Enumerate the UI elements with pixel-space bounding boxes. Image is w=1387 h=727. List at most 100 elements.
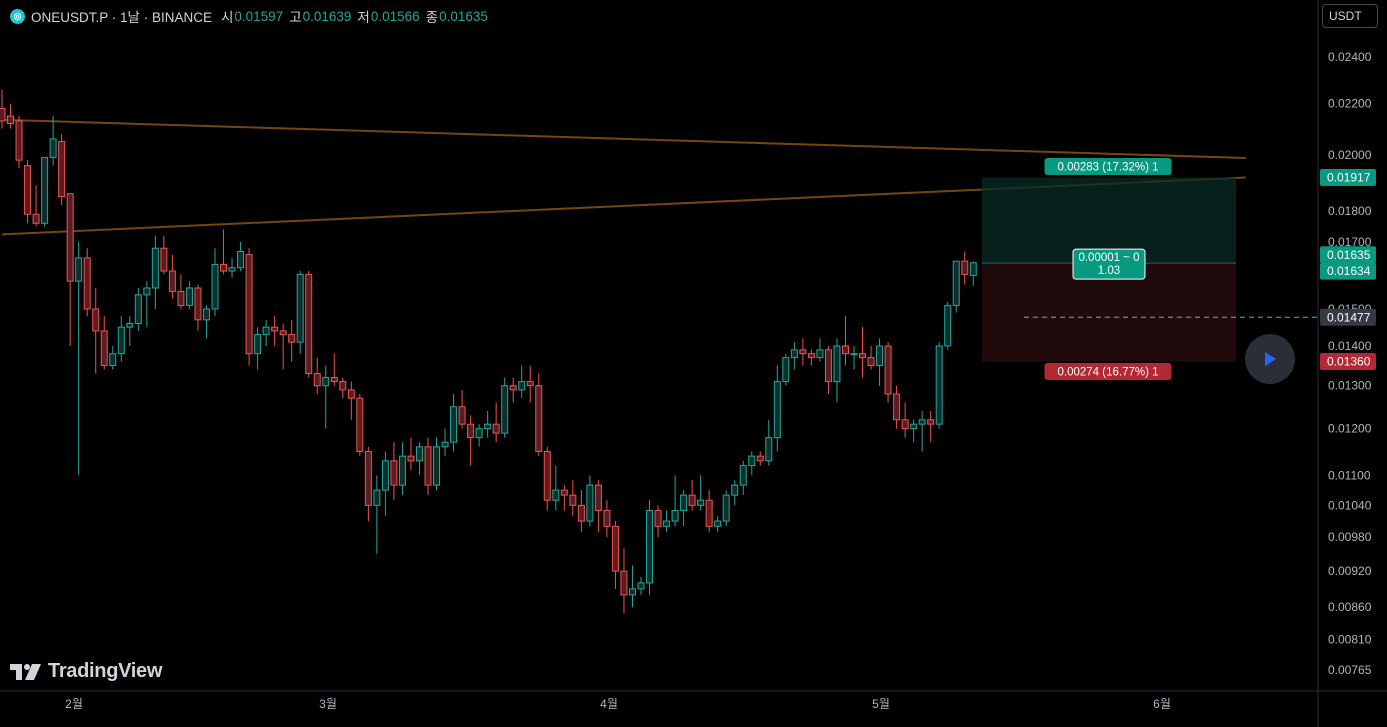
candle[interactable]: [893, 385, 901, 429]
candle[interactable]: [75, 241, 83, 476]
candle[interactable]: [586, 475, 594, 527]
candle[interactable]: [100, 316, 108, 370]
candle[interactable]: [7, 103, 15, 129]
candle[interactable]: [347, 381, 355, 420]
replay-play-button[interactable]: [1245, 334, 1295, 384]
candle[interactable]: [220, 229, 228, 275]
candle[interactable]: [254, 327, 262, 370]
candle[interactable]: [398, 442, 406, 496]
candle[interactable]: [415, 442, 423, 476]
candle[interactable]: [211, 248, 219, 317]
candle[interactable]: [228, 257, 236, 278]
candle[interactable]: [83, 248, 91, 317]
candle[interactable]: [697, 475, 705, 511]
candle[interactable]: [484, 411, 492, 438]
candle[interactable]: [134, 287, 142, 331]
candle[interactable]: [41, 156, 49, 227]
candle[interactable]: [441, 428, 449, 457]
candle[interactable]: [168, 254, 176, 299]
candle[interactable]: [628, 565, 636, 608]
candle[interactable]: [773, 365, 781, 452]
candle[interactable]: [364, 446, 372, 522]
candle[interactable]: [475, 424, 483, 447]
candle[interactable]: [807, 349, 815, 366]
candle[interactable]: [109, 345, 117, 370]
symbol-title[interactable]: ONEUSDT.P · 1날 · BINANCE: [31, 10, 212, 25]
candle[interactable]: [279, 323, 287, 370]
candle[interactable]: [143, 281, 151, 328]
candle[interactable]: [680, 490, 688, 527]
candle[interactable]: [151, 235, 159, 309]
tradingview-logo[interactable]: TradingView: [10, 660, 162, 683]
candle[interactable]: [117, 316, 125, 362]
candle[interactable]: [867, 345, 875, 370]
candle[interactable]: [185, 281, 193, 309]
candle[interactable]: [952, 260, 960, 313]
candle[interactable]: [15, 115, 23, 169]
risk-reward-label[interactable]: 0.00001 ~ 01.03: [1072, 248, 1146, 280]
candle[interactable]: [356, 394, 364, 457]
candle[interactable]: [202, 305, 210, 339]
candle[interactable]: [160, 235, 168, 275]
candle[interactable]: [944, 301, 952, 350]
candle[interactable]: [194, 284, 202, 331]
trendline-1[interactable]: [1, 118, 1246, 159]
candle[interactable]: [58, 133, 66, 206]
candle[interactable]: [569, 480, 577, 516]
candle[interactable]: [245, 248, 253, 366]
candle[interactable]: [910, 419, 918, 443]
candle[interactable]: [501, 377, 509, 438]
candle[interactable]: [271, 316, 279, 346]
candle[interactable]: [748, 451, 756, 476]
candle[interactable]: [722, 490, 730, 527]
candle[interactable]: [560, 485, 568, 511]
candle[interactable]: [237, 241, 245, 272]
candle[interactable]: [714, 515, 722, 532]
candle[interactable]: [373, 475, 381, 554]
candle[interactable]: [790, 342, 798, 370]
candle[interactable]: [799, 338, 807, 366]
candle[interactable]: [305, 271, 313, 378]
candle[interactable]: [66, 193, 74, 346]
candle[interactable]: [688, 480, 696, 511]
candle[interactable]: [594, 480, 602, 532]
candle[interactable]: [450, 394, 458, 452]
candle[interactable]: [330, 353, 338, 386]
candle[interactable]: [424, 437, 432, 496]
candle[interactable]: [313, 357, 321, 395]
currency-button[interactable]: USDT: [1322, 4, 1378, 28]
candle[interactable]: [467, 415, 475, 466]
candle[interactable]: [901, 402, 909, 438]
candle[interactable]: [927, 411, 935, 443]
candle[interactable]: [756, 451, 764, 466]
candle[interactable]: [671, 475, 679, 527]
candle[interactable]: [433, 437, 441, 491]
candle[interactable]: [620, 548, 628, 614]
candle[interactable]: [577, 490, 585, 532]
candle[interactable]: [0, 89, 6, 129]
candle[interactable]: [407, 437, 415, 471]
candle[interactable]: [731, 480, 739, 506]
candle[interactable]: [663, 510, 671, 532]
candle[interactable]: [824, 345, 832, 395]
candle[interactable]: [739, 460, 747, 496]
candle[interactable]: [126, 316, 134, 346]
candle[interactable]: [32, 185, 40, 227]
candle[interactable]: [876, 338, 884, 386]
candle[interactable]: [24, 160, 32, 224]
candle[interactable]: [322, 365, 330, 429]
candle[interactable]: [339, 377, 347, 399]
candle[interactable]: [637, 576, 645, 595]
candle[interactable]: [381, 451, 389, 516]
candle[interactable]: [492, 402, 500, 443]
candle[interactable]: [918, 411, 926, 452]
candle[interactable]: [646, 500, 654, 595]
candle[interactable]: [296, 271, 304, 354]
candle[interactable]: [552, 465, 560, 511]
candle[interactable]: [458, 389, 466, 429]
candle[interactable]: [92, 287, 100, 374]
stop-label[interactable]: 0.00274 (16.77%) 1: [1044, 363, 1172, 381]
candle[interactable]: [969, 261, 977, 286]
